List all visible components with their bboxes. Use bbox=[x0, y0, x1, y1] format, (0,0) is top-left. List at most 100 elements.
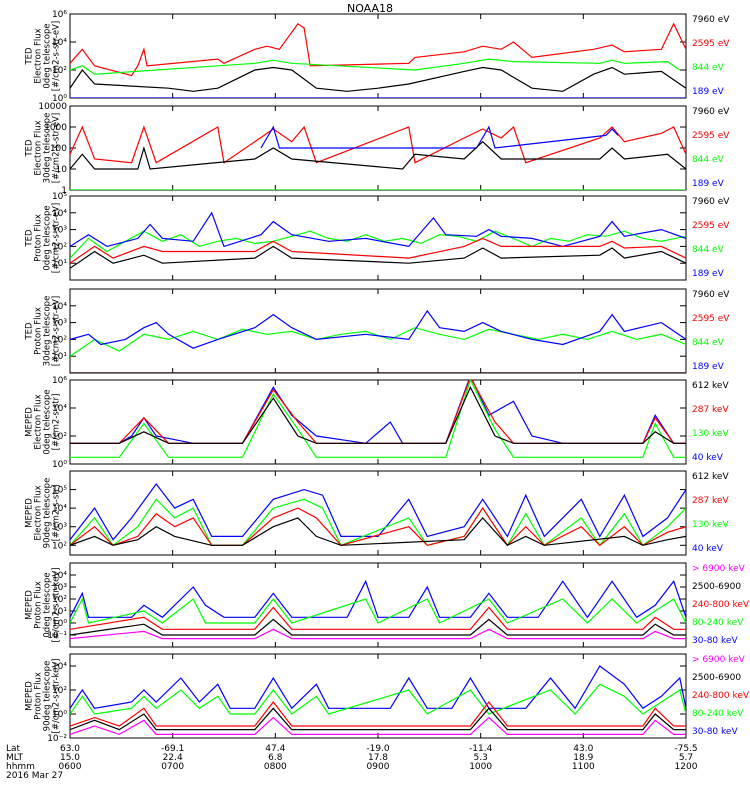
time-tick-mlt: 6.8 bbox=[268, 753, 283, 763]
time-tick-mlt: 22.4 bbox=[163, 753, 183, 763]
time-tick-mlt: 5.7 bbox=[679, 753, 693, 763]
legend-entry: 240-800 keV bbox=[692, 600, 750, 610]
legend-entry: 7960 eV bbox=[692, 107, 730, 117]
series-group bbox=[70, 380, 686, 458]
ytick-label: 10³ bbox=[52, 226, 67, 236]
ylabel-line: 0deg telescope bbox=[43, 572, 53, 637]
ytick-label: 10⁴ bbox=[52, 662, 67, 672]
ytick-label: 10⁴ bbox=[52, 404, 67, 414]
ytick-label: 10⁶ bbox=[52, 376, 67, 386]
ylabel-line: 30deg telescope bbox=[43, 296, 53, 367]
ytick-label: 10² bbox=[52, 66, 67, 76]
time-tick-lat: -69.1 bbox=[161, 744, 184, 754]
series-red-line bbox=[70, 22, 686, 77]
ytick-label: 10⁰ bbox=[52, 94, 67, 104]
time-tick-hhmm: 1100 bbox=[572, 762, 595, 772]
time-tick-hhmm: 1200 bbox=[675, 762, 698, 772]
ytick-label: 10⁶ bbox=[52, 10, 67, 20]
ytick-label: 10⁵ bbox=[52, 192, 67, 202]
ylabel-group: TED Electron Flux 0deg telescope [#/cm2-s-s… bbox=[25, 21, 62, 91]
time-tick-lat: 43.0 bbox=[573, 744, 593, 754]
legend-entry: 30-80 keV bbox=[692, 727, 738, 737]
ylabel-line: TED bbox=[25, 47, 35, 66]
series-black-line bbox=[70, 66, 686, 92]
ylabel-line: [#/cm2-s-str] bbox=[52, 485, 62, 542]
legend-entry: 2595 eV bbox=[692, 314, 730, 324]
legend-entry: 240-800 keV bbox=[692, 691, 750, 701]
series-magenta-line bbox=[70, 716, 686, 736]
ylabel-line: TED bbox=[25, 139, 35, 158]
time-tick-lat: 63.0 bbox=[60, 744, 80, 754]
legend-entry: 130 keV bbox=[692, 429, 729, 439]
ytick-label: 10² bbox=[52, 242, 67, 252]
ylabel-line: Proton Flux bbox=[34, 214, 44, 262]
series-green-line bbox=[70, 230, 686, 259]
time-tick-lat: -75.5 bbox=[674, 744, 697, 754]
ytick-label: 10² bbox=[52, 541, 67, 551]
series-group bbox=[70, 22, 686, 98]
time-axis-row-label: hhmm bbox=[6, 762, 35, 772]
time-tick-mlt: 15.0 bbox=[60, 753, 80, 763]
series-red-line bbox=[70, 125, 686, 164]
ytick-label: 10⁻¹ bbox=[47, 631, 67, 641]
legend-entry: 30-80 keV bbox=[692, 636, 738, 646]
ylabel-line: [#/cm2-s-str-eV] bbox=[52, 296, 62, 366]
ylabel-line: 0deg telescope bbox=[43, 205, 53, 270]
ytick-label: 10¹ bbox=[52, 259, 67, 269]
ytick-label: 1 bbox=[61, 186, 67, 196]
legend-entry: 7960 eV bbox=[692, 15, 730, 25]
date-label: 2016 Mar 27 bbox=[6, 771, 63, 781]
time-tick-mlt: 17.8 bbox=[368, 753, 388, 763]
ylabel-line: MEPED bbox=[25, 681, 35, 711]
ylabel-line: Electron Flux bbox=[34, 394, 44, 449]
series-group bbox=[70, 211, 686, 269]
legend-entry: 40 keV bbox=[692, 544, 724, 554]
legend-entry: 844 eV bbox=[692, 63, 725, 73]
ylabel-line: [#/cm2-s-str-eV] bbox=[52, 203, 62, 273]
time-tick-lat: 47.4 bbox=[265, 744, 285, 754]
legend-entry: 287 keV bbox=[692, 496, 729, 506]
legend-entry: 40 keV bbox=[692, 453, 724, 463]
ylabel-line: TED bbox=[25, 322, 35, 341]
ytick-label: 10 bbox=[56, 165, 68, 175]
series-green-line bbox=[70, 683, 686, 715]
series-blue-line bbox=[70, 665, 686, 710]
series-group bbox=[70, 125, 686, 190]
ylabel-line: 90deg telescope bbox=[43, 478, 53, 549]
ylabel-line: [#/cm2-s-str-eV] bbox=[52, 21, 62, 91]
series-black-line bbox=[70, 707, 686, 731]
ytick-label: 10⁴ bbox=[52, 302, 67, 312]
ytick-label: 10⁰ bbox=[52, 710, 67, 720]
panel-frame bbox=[69, 288, 687, 374]
ytick-label: 10⁴ bbox=[52, 504, 67, 514]
panel-frame bbox=[69, 470, 687, 556]
ylabel-line: [#/cm2-s-str-keV] bbox=[52, 659, 62, 734]
ytick-label: 100 bbox=[50, 144, 67, 154]
ytick-label: 10² bbox=[52, 686, 67, 696]
series-black-line bbox=[70, 385, 686, 444]
ytick-label: 10³ bbox=[52, 583, 67, 593]
series-green-line bbox=[70, 498, 686, 547]
ytick-label: 10⁴ bbox=[52, 38, 67, 48]
time-tick-mlt: 5.3 bbox=[474, 753, 488, 763]
time-tick-hhmm: 1000 bbox=[469, 762, 492, 772]
legend-entry: > 6900 keV bbox=[692, 655, 746, 665]
ylabel-line: [#/cm2-s-str-keV] bbox=[52, 568, 62, 643]
ylabel-line: Electron Flux bbox=[34, 28, 44, 83]
ylabel-group: MEPED Electron Flux 90deg telescope [#/cm2-… bbox=[25, 478, 62, 549]
ytick-label: 10⁴ bbox=[52, 209, 67, 219]
ylabel-group: TED Electron Flux 30deg telescope [#/cm2-s-… bbox=[25, 113, 62, 184]
time-tick-lat: -11.4 bbox=[469, 744, 493, 754]
series-red-line bbox=[70, 606, 686, 630]
ytick-label: 10⁵ bbox=[52, 486, 67, 496]
legend-entry: 7960 eV bbox=[692, 197, 730, 207]
legend-entry: 612 keV bbox=[692, 472, 729, 482]
